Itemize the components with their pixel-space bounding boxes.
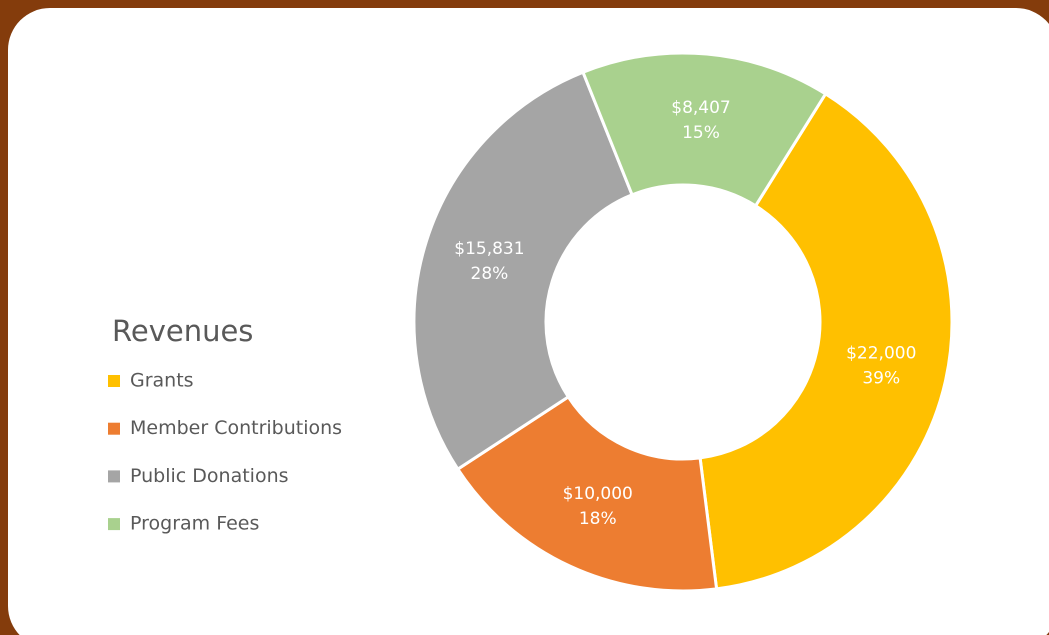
legend-swatch [108, 518, 120, 531]
donut-slice [412, 70, 635, 472]
legend-label: Member Contributions [130, 417, 342, 439]
legend-title: Revenues [112, 314, 253, 348]
data-label-percent: 15% [682, 123, 720, 143]
legend-label: Program Fees [130, 513, 259, 535]
legend-swatch [108, 375, 120, 387]
donut-slice [581, 51, 828, 208]
data-label-value: $10,000 [563, 484, 633, 504]
data-label-value: $8,407 [671, 98, 730, 118]
legend-swatch [108, 422, 120, 435]
legend-label: Grants [130, 370, 194, 392]
legend-label: Public Donations [130, 465, 289, 487]
donut-slice [455, 394, 719, 593]
legend-swatch [108, 470, 120, 483]
donut-slice [698, 91, 954, 591]
data-label-percent: 28% [471, 264, 509, 284]
data-label-value: $22,000 [846, 344, 916, 364]
data-label-percent: 18% [579, 509, 617, 529]
data-label-percent: 39% [862, 369, 900, 389]
data-label-value: $15,831 [454, 239, 524, 259]
